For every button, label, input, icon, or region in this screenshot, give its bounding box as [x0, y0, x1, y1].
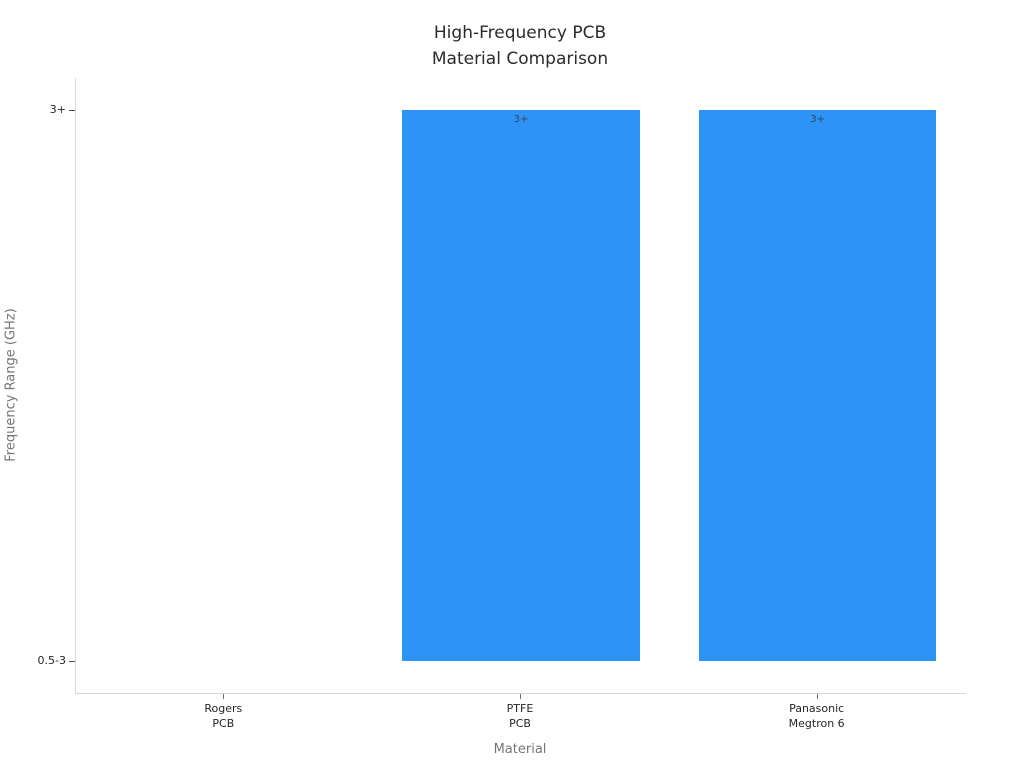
y-tick-mark [69, 110, 75, 111]
bar-ptfe-pcb [402, 110, 640, 661]
x-tick-label-rogers-pcb: Rogers PCB [133, 701, 313, 731]
bar-panasonic-megtron-6 [699, 110, 937, 661]
x-tick-mark [520, 694, 521, 699]
y-tick-label: 0.5-3 [37, 654, 66, 667]
x-tick-mark [816, 694, 818, 699]
plot-area: 3+ 3+ [75, 78, 966, 694]
x-axis-label: Material [493, 742, 547, 757]
chart-title-line-1: High-Frequency PCB [433, 23, 607, 43]
chart-title-line-2: Material Comparison [431, 49, 609, 69]
y-tick-label: 3+ [49, 103, 66, 116]
x-tick-label-line: PCB [212, 717, 235, 730]
x-tick-label-line: Panasonic [789, 702, 845, 715]
y-tick-mark [69, 661, 75, 662]
x-tick-label-line: PTFE [506, 702, 534, 715]
x-tick-label-line: Rogers [204, 702, 243, 715]
chart-title: High-Frequency PCB Material Comparison [75, 20, 965, 72]
x-tick-mark [223, 694, 225, 699]
x-tick-label-panasonic-megtron-6: Panasonic Megtron 6 [727, 701, 907, 731]
x-tick-label-line: Megtron 6 [788, 717, 845, 730]
y-axis-label: Frequency Range (GHz) [3, 308, 19, 462]
bar-value-label: 3+ [513, 114, 529, 125]
bar-value-label: 3+ [810, 114, 826, 125]
x-tick-label-ptfe-pcb: PTFE PCB [430, 701, 610, 731]
x-tick-label-line: PCB [509, 717, 531, 730]
